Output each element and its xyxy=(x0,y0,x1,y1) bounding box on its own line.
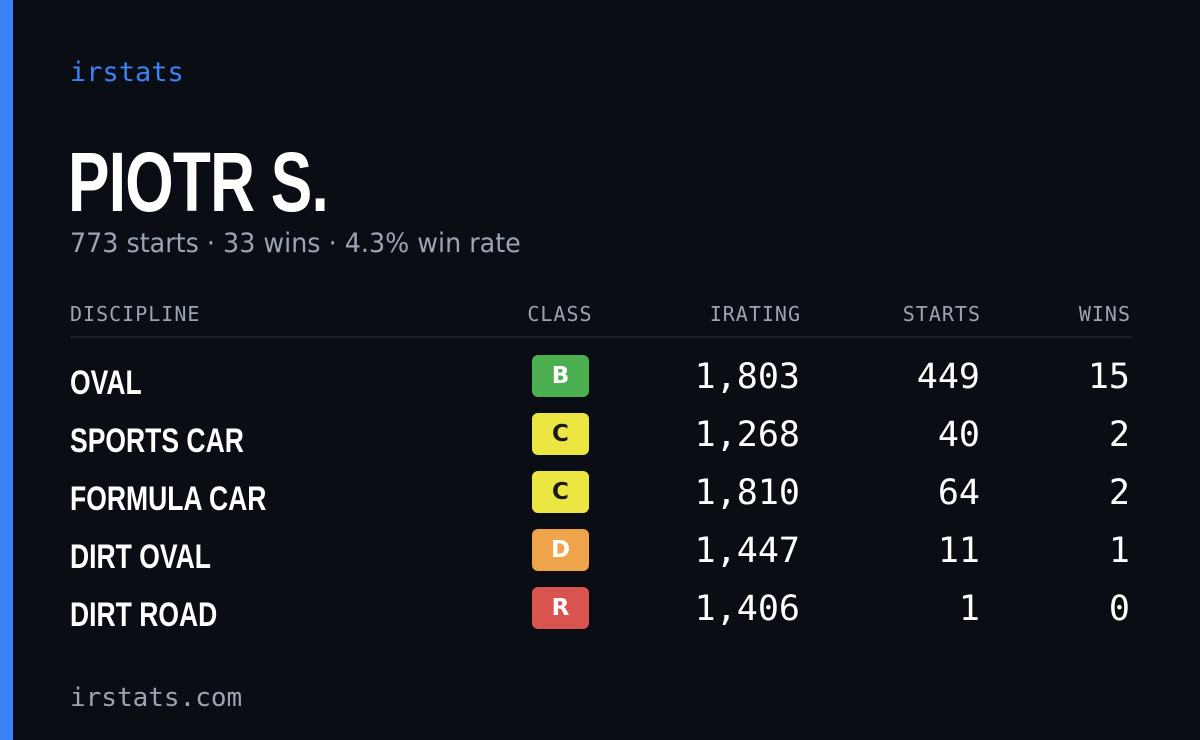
irating-value: 1,447 xyxy=(694,531,800,571)
class-badge: D xyxy=(532,529,589,571)
starts-value: 11 xyxy=(937,531,980,571)
starts-value: 64 xyxy=(937,473,980,513)
wins-value: 15 xyxy=(1087,357,1130,397)
wins-value: 0 xyxy=(1108,589,1130,629)
discipline-name: DIRT OVAL xyxy=(70,538,211,576)
discipline-table: DISCIPLINE CLASS IRATING STARTS WINS OVA… xyxy=(70,298,1132,643)
discipline-name: DIRT ROAD xyxy=(70,596,218,634)
irating-value: 1,406 xyxy=(694,589,800,629)
starts-value: 1 xyxy=(958,589,980,629)
brand-logo-text: irstats xyxy=(70,57,184,88)
header-irating: IRATING xyxy=(709,302,801,326)
table-body: OVAL B 1,803 449 15 SPORTS CAR C 1,268 4… xyxy=(70,353,1132,643)
class-badge: R xyxy=(532,587,589,629)
accent-bar xyxy=(0,0,13,740)
discipline-name: FORMULA CAR xyxy=(70,480,267,518)
table-row: FORMULA CAR C 1,810 64 2 xyxy=(70,469,1132,527)
header-discipline: DISCIPLINE xyxy=(70,302,201,326)
table-row: OVAL B 1,803 449 15 xyxy=(70,353,1132,411)
class-badge: C xyxy=(532,471,589,513)
irating-value: 1,810 xyxy=(694,473,800,513)
footer-url: irstats.com xyxy=(70,683,243,713)
driver-name: PIOTR S. xyxy=(68,135,329,229)
header-class: CLASS xyxy=(527,302,593,326)
wins-value: 2 xyxy=(1108,415,1130,455)
discipline-name: SPORTS CAR xyxy=(70,422,244,460)
table-row: SPORTS CAR C 1,268 40 2 xyxy=(70,411,1132,469)
table-header: DISCIPLINE CLASS IRATING STARTS WINS xyxy=(70,298,1132,338)
table-row: DIRT ROAD R 1,406 1 0 xyxy=(70,585,1132,643)
wins-value: 1 xyxy=(1108,531,1130,571)
starts-value: 449 xyxy=(916,357,980,397)
driver-summary: 773 starts · 33 wins · 4.3% win rate xyxy=(70,228,521,259)
wins-value: 2 xyxy=(1108,473,1130,513)
class-badge: C xyxy=(532,413,589,455)
header-starts: STARTS xyxy=(902,302,981,326)
class-badge: B xyxy=(532,355,589,397)
irating-value: 1,803 xyxy=(694,357,800,397)
discipline-name: OVAL xyxy=(70,364,142,402)
irating-value: 1,268 xyxy=(694,415,800,455)
starts-value: 40 xyxy=(937,415,980,455)
header-wins: WINS xyxy=(1078,302,1131,326)
table-row: DIRT OVAL D 1,447 11 1 xyxy=(70,527,1132,585)
